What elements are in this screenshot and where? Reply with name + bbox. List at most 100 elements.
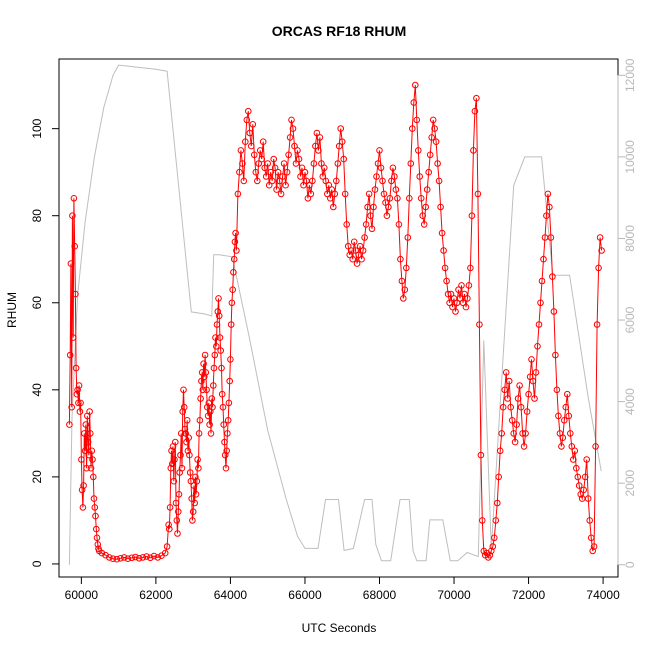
rhum-point <box>234 190 242 198</box>
rhum-point <box>382 199 389 206</box>
rhum-point <box>192 473 199 481</box>
y2-tick-label: 6000 <box>623 306 637 333</box>
rhum-point <box>531 395 538 402</box>
rhum-point <box>546 203 553 211</box>
rhum-point <box>240 177 248 185</box>
rhum-point <box>470 147 477 154</box>
rhum-point <box>520 443 528 450</box>
rhum-point <box>66 421 73 428</box>
rhum-point <box>193 477 201 485</box>
rhum-point <box>291 142 298 150</box>
rhum-point <box>237 147 245 154</box>
rhum-point <box>456 295 464 302</box>
rhum-point <box>350 238 358 246</box>
rhum-point <box>347 247 355 254</box>
rhum-point <box>459 299 467 307</box>
rhum-point <box>540 255 547 263</box>
y-tick-label: 100 <box>30 118 44 138</box>
y2-tick-label: 10000 <box>623 140 637 174</box>
rhum-point <box>93 534 101 542</box>
rhum-point <box>465 282 473 289</box>
rhum-point <box>216 334 224 341</box>
rhum-point <box>188 495 195 502</box>
rhum-point <box>301 168 309 176</box>
rhum-point <box>182 430 189 437</box>
rhum-point <box>192 491 200 498</box>
rhum-point <box>172 438 179 446</box>
rhum-point <box>507 403 515 411</box>
rhum-point <box>117 555 124 562</box>
rhum-point <box>358 255 365 263</box>
rhum-point <box>206 421 213 428</box>
rhum-point <box>532 369 540 376</box>
rhum-point <box>467 264 474 272</box>
rhum-point <box>343 221 351 228</box>
rhum-point <box>352 247 359 254</box>
rhum-point <box>504 395 512 402</box>
rhum-point <box>280 160 288 167</box>
rhum-point <box>179 408 186 415</box>
rhum-point <box>197 395 204 402</box>
rhum-point <box>75 399 82 407</box>
rhum-point <box>264 160 272 167</box>
rhum-point <box>80 482 87 489</box>
rhum-point <box>428 134 436 141</box>
rhum-point <box>253 177 261 185</box>
rhum-point <box>82 421 90 428</box>
rhum-point <box>307 190 315 198</box>
rhum-point <box>208 395 216 402</box>
rhum-point <box>239 160 246 167</box>
rhum-point <box>227 321 235 328</box>
rhum-point <box>471 107 479 115</box>
rhum-point <box>316 134 324 141</box>
rhum-point <box>195 430 203 437</box>
rhum-point <box>561 417 568 424</box>
rhum-point <box>147 554 154 562</box>
rhum-point <box>362 221 370 228</box>
rhum-point <box>295 155 303 163</box>
y2-tick-label: 8000 <box>623 225 637 252</box>
rhum-point <box>492 517 500 524</box>
rhum-point <box>175 508 182 516</box>
rhum-point <box>335 142 343 150</box>
rhum-point <box>194 456 201 463</box>
rhum-point <box>221 451 229 459</box>
rhum-point <box>211 351 219 359</box>
rhum-point <box>341 190 349 198</box>
rhum-point <box>166 504 174 511</box>
rhum-point <box>322 177 330 185</box>
rhum-point <box>223 447 230 455</box>
rhum-point <box>517 403 525 411</box>
rhum-point <box>489 543 497 550</box>
rhum-point <box>435 177 443 185</box>
rhum-point <box>76 408 84 415</box>
rhum-point <box>575 482 583 489</box>
rhum-point <box>477 451 485 459</box>
rhum-point <box>172 499 180 507</box>
rhum-point <box>90 495 98 502</box>
rhum-point <box>356 242 364 250</box>
rhum-point <box>285 151 292 159</box>
rhum-point <box>394 195 401 202</box>
rhum-point <box>255 160 263 167</box>
rhum-point <box>68 403 75 411</box>
rhum-point <box>128 554 135 562</box>
rhum-point <box>333 177 340 185</box>
rhum-point <box>587 534 595 542</box>
rhum-point <box>203 386 210 394</box>
rhum-point <box>505 377 513 385</box>
rhum-point <box>409 125 416 132</box>
rhum-point <box>584 495 592 502</box>
rhum-point <box>191 499 198 507</box>
rhum-point <box>555 412 562 420</box>
rhum-point <box>224 430 231 437</box>
rhum-point <box>528 356 535 363</box>
rhum-point <box>581 473 589 481</box>
rhum-point <box>120 554 128 561</box>
rhum-point <box>562 403 570 411</box>
rhum-point <box>249 121 257 128</box>
rhum-point <box>94 541 102 548</box>
rhum-point <box>283 168 291 176</box>
rhum-point <box>519 430 526 437</box>
rhum-point <box>344 242 352 250</box>
